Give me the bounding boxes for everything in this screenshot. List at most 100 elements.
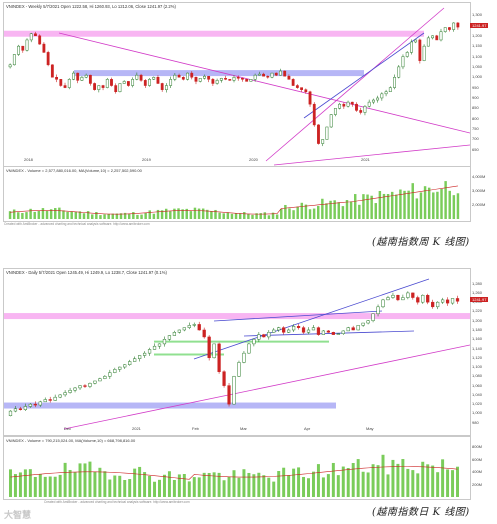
candle xyxy=(356,325,360,331)
daily-candle-chart xyxy=(4,278,470,430)
volume-tick-label: 200M xyxy=(472,481,483,487)
candle xyxy=(232,376,236,405)
candle xyxy=(376,97,380,101)
y-tick-label: 1,140 xyxy=(472,345,483,351)
candle xyxy=(83,385,87,387)
y-tick-label: 1,260 xyxy=(472,289,483,295)
x-tick-label: Dec xyxy=(64,426,72,431)
y-tick-label: 1,000 xyxy=(472,410,483,416)
candle xyxy=(393,76,396,88)
candle xyxy=(253,74,257,80)
candle xyxy=(242,352,246,363)
weekly-y-axis: 1,3001,2501,2001,1501,1001,0501,00095090… xyxy=(470,2,494,165)
daily-footer: Created with AmiBroker - advanced charti… xyxy=(44,500,190,504)
candle xyxy=(173,74,177,80)
candle xyxy=(301,327,306,333)
candle xyxy=(98,378,102,382)
candle xyxy=(351,327,355,331)
candle xyxy=(123,364,127,368)
trend-line xyxy=(243,330,415,337)
candle xyxy=(126,81,130,86)
candle xyxy=(450,298,455,304)
candle xyxy=(376,306,380,315)
resistance-zone xyxy=(4,30,424,37)
x-tick-label: 2021 xyxy=(132,426,141,431)
candle xyxy=(192,324,196,326)
candle xyxy=(363,106,367,113)
volume-tick-label: 3,000M xyxy=(472,188,486,193)
support-zone xyxy=(4,402,336,409)
weekly-volume-panel: VNINDEX - Volume = 2,577,880,016.00, MA(… xyxy=(3,166,471,222)
candle xyxy=(101,85,105,88)
candle xyxy=(25,39,29,51)
candle xyxy=(110,79,113,86)
candle xyxy=(118,366,122,370)
candle xyxy=(355,103,358,111)
daily-volume-chart xyxy=(8,454,460,497)
candle xyxy=(34,33,37,37)
candle xyxy=(388,87,392,93)
y-tick-label: 850 xyxy=(472,105,479,111)
candle xyxy=(308,91,312,105)
y-tick-label: 1,200 xyxy=(472,32,483,38)
candle xyxy=(215,80,219,84)
last-price-tag: 1241.97 xyxy=(470,297,489,303)
volume-tick-label: 400M xyxy=(472,469,483,474)
candle xyxy=(311,327,316,331)
candle xyxy=(414,39,418,43)
candle xyxy=(316,327,321,335)
candle xyxy=(29,33,33,41)
candle xyxy=(224,78,227,80)
candle xyxy=(267,332,271,338)
x-tick-label: May xyxy=(366,426,374,431)
daily-volume-axis: 800M 600M 400M 200M xyxy=(470,436,494,498)
daily-volume-panel: VNINDEX - Volume = 790,215,024.00, MA(Vo… xyxy=(3,436,471,500)
candle xyxy=(182,327,186,331)
candle xyxy=(59,79,63,86)
candle xyxy=(331,332,335,335)
candle xyxy=(38,401,42,406)
candle xyxy=(23,406,28,410)
watermark-logo: 大智慧 xyxy=(4,508,31,521)
volume-ma-line xyxy=(10,466,458,480)
y-tick-label: 1,150 xyxy=(472,43,483,49)
candle xyxy=(333,108,337,115)
candle xyxy=(329,114,333,128)
candle xyxy=(222,371,226,386)
candle xyxy=(350,101,354,105)
candle xyxy=(237,362,241,377)
candle xyxy=(283,70,287,77)
candle xyxy=(247,343,251,354)
trend-line xyxy=(273,144,470,166)
trend-line xyxy=(58,32,470,134)
x-tick-label: 2019 xyxy=(142,157,151,162)
candle xyxy=(13,408,18,412)
weekly-volume-chart xyxy=(8,181,460,219)
candle xyxy=(72,72,75,80)
candle xyxy=(321,330,326,335)
candle xyxy=(272,329,276,333)
candle xyxy=(164,85,168,90)
candle xyxy=(118,83,122,93)
candle xyxy=(217,343,221,372)
candle xyxy=(295,85,299,88)
candle xyxy=(326,330,330,333)
candle xyxy=(257,73,261,76)
weekly-volume-header: VNINDEX - Volume = 2,577,880,016.00, MA(… xyxy=(6,168,142,173)
candle xyxy=(142,352,147,356)
candle xyxy=(411,292,415,298)
candle xyxy=(42,43,46,53)
candle xyxy=(190,72,194,78)
candle xyxy=(336,333,340,335)
candle xyxy=(366,320,370,324)
candle xyxy=(181,76,185,80)
candle xyxy=(93,83,97,90)
candle xyxy=(28,403,32,407)
candle xyxy=(17,45,20,55)
candle xyxy=(63,85,67,88)
candle xyxy=(435,35,439,41)
y-tick-label: 1,040 xyxy=(472,391,483,397)
candle xyxy=(169,79,173,86)
candle xyxy=(443,27,447,32)
candle xyxy=(48,399,52,401)
